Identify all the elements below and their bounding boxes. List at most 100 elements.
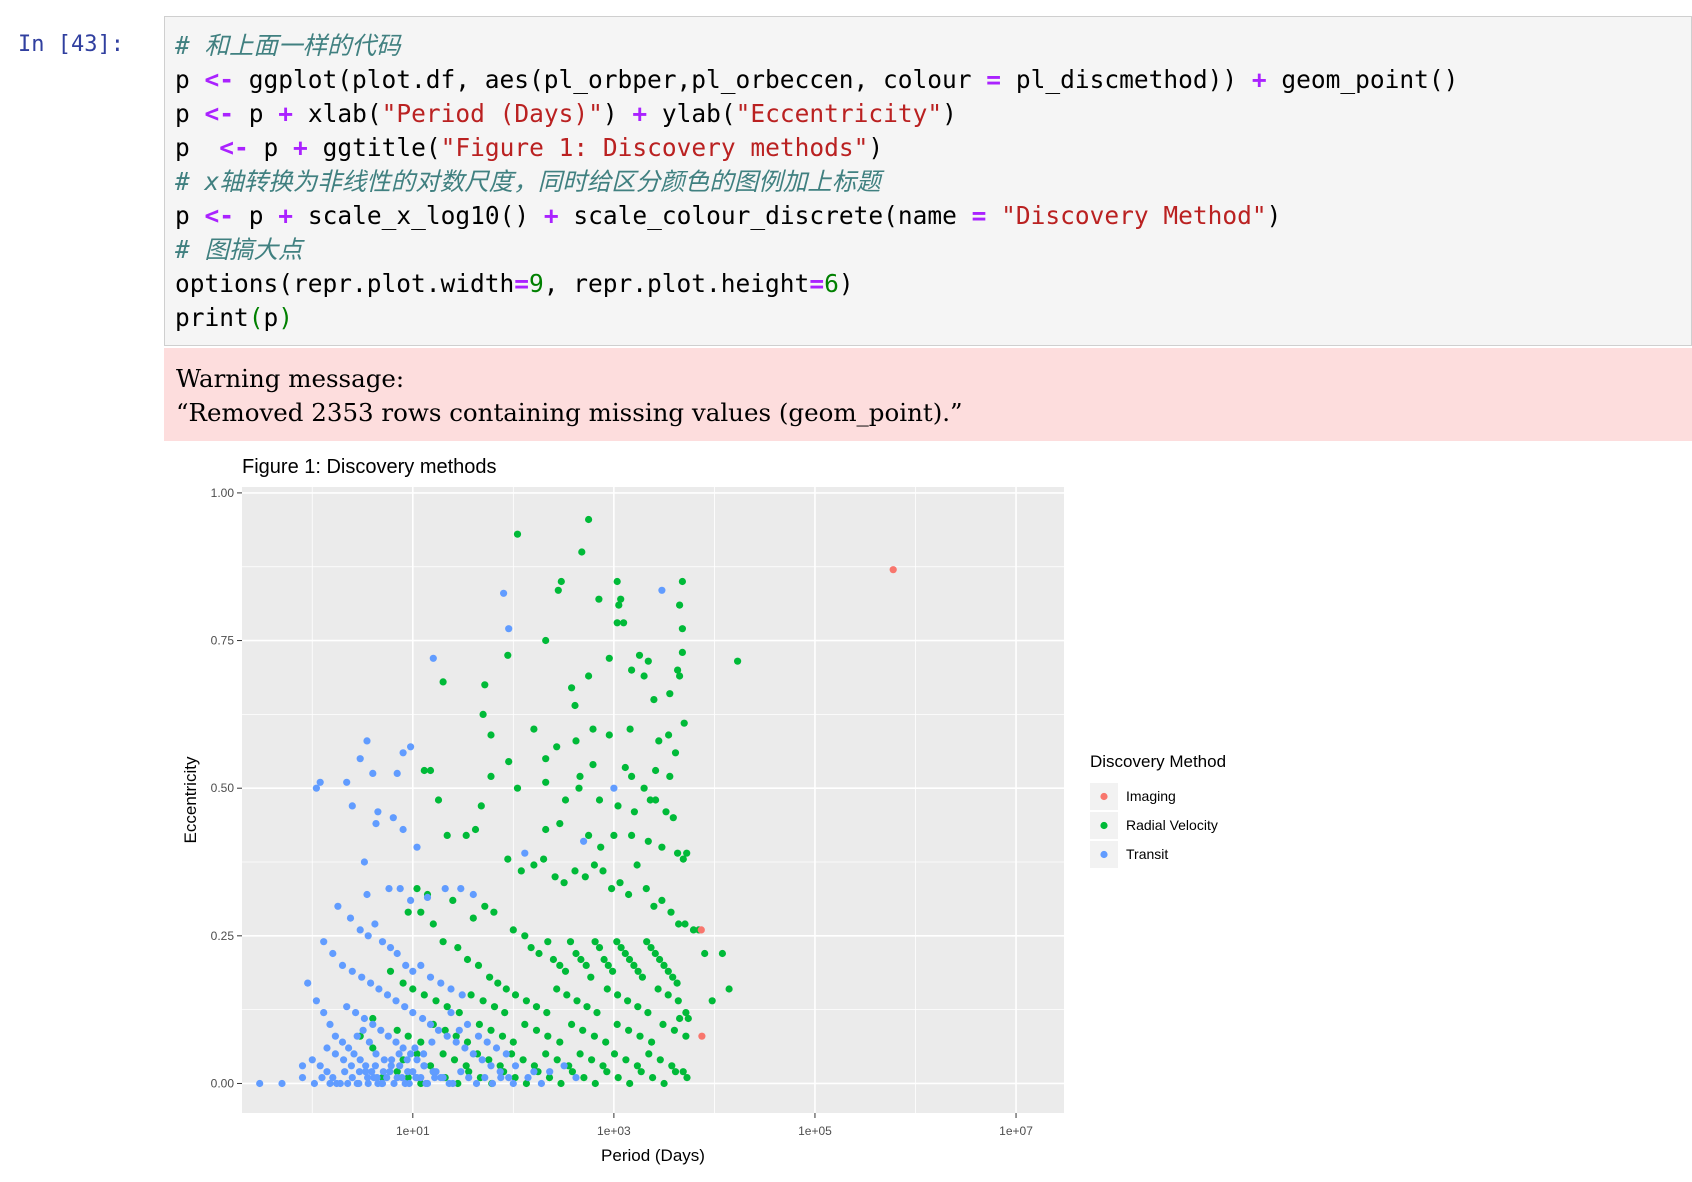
data-point-radial-velocity [625, 955, 634, 964]
data-point-transit [383, 1074, 391, 1082]
x-tick-label: 1e+05 [798, 1124, 832, 1138]
data-point-radial-velocity [595, 595, 603, 603]
data-point-radial-velocity [634, 1003, 642, 1011]
warning-line-1: Warning message: [176, 364, 405, 393]
data-point-transit [521, 849, 529, 857]
data-point-transit [420, 1050, 428, 1058]
data-point-transit [420, 1062, 428, 1070]
data-point-radial-velocity [413, 1050, 421, 1058]
data-point-radial-velocity [617, 595, 625, 603]
data-point-radial-velocity [660, 1079, 668, 1088]
code-editor[interactable]: # 和上面一样的代码 p <- ggplot(plot.df, aes(pl_o… [175, 29, 1458, 335]
data-point-radial-velocity [443, 1003, 451, 1011]
data-point-transit [481, 1074, 489, 1082]
data-point-radial-velocity [636, 1032, 644, 1040]
code-line: options(repr.plot.width=9, repr.plot.hei… [175, 269, 854, 298]
data-point-transit [310, 1079, 318, 1088]
data-point-radial-velocity [471, 825, 480, 834]
code-token: "Eccentricity" [735, 99, 943, 128]
data-point-radial-velocity [682, 1009, 690, 1017]
data-point-transit [572, 1074, 580, 1082]
data-point-transit [404, 1068, 412, 1076]
data-point-radial-velocity [486, 973, 494, 981]
data-point-transit [405, 1079, 413, 1088]
data-point-radial-velocity [587, 973, 595, 981]
data-point-radial-velocity [642, 885, 650, 893]
x-tick-label: 1e+01 [396, 1124, 430, 1138]
data-point-radial-velocity [498, 1032, 507, 1040]
data-points [256, 515, 897, 1088]
data-point-transit [370, 1074, 378, 1082]
data-point-radial-velocity [578, 548, 586, 556]
data-point-radial-velocity [462, 831, 470, 839]
code-cell[interactable]: # 和上面一样的代码 p <- ggplot(plot.df, aes(pl_o… [164, 16, 1692, 346]
code-token: = [986, 65, 1002, 94]
data-point-transit [380, 1056, 388, 1064]
data-point-transit [434, 1026, 443, 1034]
data-point-radial-velocity [613, 619, 621, 627]
data-point-transit [461, 1044, 469, 1052]
y-tick-label: 0.25 [211, 929, 235, 943]
data-point-radial-velocity [420, 991, 428, 999]
data-point-radial-velocity [454, 944, 462, 952]
data-point-transit [353, 1032, 361, 1040]
data-point-radial-velocity [420, 766, 428, 775]
code-token: + [278, 201, 294, 230]
data-point-radial-velocity [644, 657, 652, 665]
data-point-transit [483, 1038, 491, 1046]
data-point-transit [455, 1026, 463, 1034]
data-point-radial-velocity [542, 825, 550, 834]
data-point-transit [469, 890, 477, 899]
data-point-radial-velocity [545, 1074, 554, 1082]
data-point-radial-velocity [490, 908, 498, 916]
code-token: ) [602, 99, 633, 128]
data-point-imaging [889, 566, 897, 574]
data-point-transit [505, 1074, 513, 1082]
legend: Imaging Radial Velocity Transit [1090, 783, 1218, 868]
data-point-radial-velocity [590, 1032, 598, 1040]
data-point-transit [356, 755, 364, 763]
legend-label: Transit [1126, 846, 1168, 862]
data-point-transit [465, 1074, 473, 1082]
code-token: ) [278, 303, 294, 332]
data-point-radial-velocity [572, 737, 580, 745]
data-point-radial-velocity [633, 1062, 641, 1070]
data-point-radial-velocity [654, 985, 662, 993]
data-point-transit [356, 1056, 364, 1064]
data-point-radial-velocity [678, 625, 687, 633]
data-point-radial-velocity [644, 837, 652, 845]
data-point-transit [546, 1068, 554, 1076]
data-point-radial-velocity [590, 861, 598, 869]
code-token: ) [942, 99, 957, 128]
data-point-radial-velocity [680, 719, 688, 727]
data-point-transit [347, 1062, 355, 1070]
data-point-radial-velocity [439, 678, 447, 686]
data-point-transit [329, 949, 337, 958]
data-point-radial-velocity [626, 725, 634, 733]
data-point-transit [413, 1056, 421, 1064]
data-point-radial-velocity [571, 867, 579, 875]
data-point-radial-velocity [501, 1009, 509, 1017]
legend-swatch [1100, 821, 1108, 830]
data-point-radial-velocity [542, 636, 550, 645]
data-point-radial-velocity [449, 896, 457, 904]
data-point-radial-velocity [519, 1056, 527, 1064]
data-point-transit [331, 1032, 339, 1040]
data-point-radial-velocity [465, 1068, 473, 1076]
data-point-radial-velocity [658, 896, 666, 904]
data-point-radial-velocity [647, 944, 655, 952]
data-point-transit [341, 1068, 349, 1076]
data-point-radial-velocity [535, 949, 543, 958]
data-point-transit [388, 1056, 396, 1064]
data-point-transit [423, 893, 432, 901]
data-point-radial-velocity [616, 879, 624, 887]
data-point-radial-velocity [624, 997, 632, 1005]
data-point-transit [368, 1068, 376, 1076]
data-point-radial-velocity [417, 1038, 425, 1046]
y-tick-label: 0.50 [211, 781, 235, 795]
data-point-radial-velocity [679, 1068, 687, 1076]
data-point-radial-velocity [487, 772, 495, 780]
data-point-radial-velocity [613, 1020, 621, 1028]
chart-title: Figure 1: Discovery methods [242, 456, 497, 478]
data-point-transit [358, 973, 366, 981]
